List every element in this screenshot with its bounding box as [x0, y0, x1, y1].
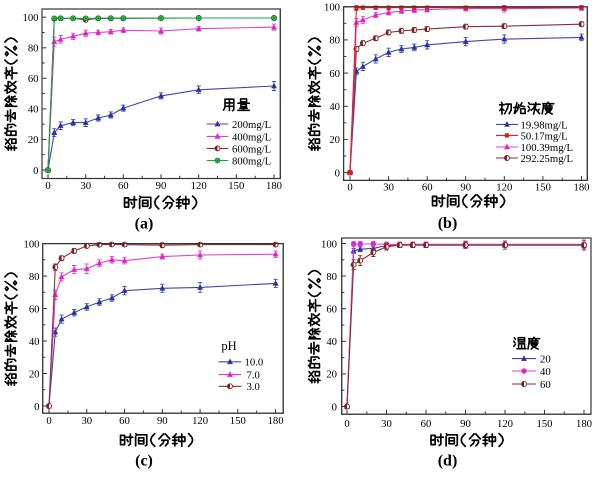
svg-text:100: 100: [22, 12, 38, 24]
svg-text:0: 0: [335, 167, 340, 179]
svg-text:19.98mg/L: 19.98mg/L: [521, 119, 568, 131]
svg-text:80: 80: [28, 43, 39, 55]
svg-text:150: 150: [228, 180, 244, 192]
svg-text:0: 0: [33, 165, 38, 177]
svg-text:(d): (d): [438, 452, 458, 469]
svg-text:100: 100: [321, 238, 337, 250]
svg-text:(c): (c): [135, 452, 153, 469]
svg-text:50.17mg/L: 50.17mg/L: [521, 130, 568, 142]
svg-text:80: 80: [326, 271, 337, 283]
svg-text:20: 20: [329, 134, 340, 146]
svg-text:20: 20: [540, 354, 551, 366]
svg-text:150: 150: [535, 182, 551, 194]
svg-text:10.0: 10.0: [245, 357, 264, 369]
svg-text:20: 20: [29, 368, 40, 380]
svg-text:120: 120: [497, 418, 513, 430]
svg-text:180: 180: [576, 418, 592, 430]
svg-text:60: 60: [28, 73, 39, 85]
svg-text:20: 20: [326, 369, 337, 381]
svg-text:40: 40: [540, 366, 551, 378]
svg-text:30: 30: [80, 180, 91, 192]
svg-text:80: 80: [29, 271, 40, 283]
svg-text:3.0: 3.0: [247, 381, 260, 393]
svg-text:60: 60: [421, 418, 432, 430]
svg-text:150: 150: [230, 415, 246, 427]
svg-text:60: 60: [119, 415, 130, 427]
svg-text:0: 0: [347, 182, 352, 194]
svg-text:80: 80: [329, 35, 340, 47]
svg-text:100: 100: [23, 238, 39, 250]
svg-text:60: 60: [326, 304, 337, 316]
svg-text:0: 0: [344, 418, 349, 430]
svg-text:292.25mg/L: 292.25mg/L: [521, 153, 574, 165]
svg-text:20: 20: [28, 134, 39, 146]
svg-text:30: 30: [81, 415, 92, 427]
svg-text:120: 120: [496, 182, 512, 194]
svg-text:60: 60: [29, 303, 40, 315]
svg-text:800mg/L: 800mg/L: [232, 155, 271, 167]
svg-text:40: 40: [28, 104, 39, 116]
svg-text:60: 60: [329, 68, 340, 80]
svg-text:600mg/L: 600mg/L: [232, 143, 271, 155]
svg-text:40: 40: [329, 101, 340, 113]
svg-text:0: 0: [45, 180, 50, 192]
svg-text:30: 30: [383, 182, 394, 194]
svg-text:90: 90: [157, 415, 168, 427]
svg-text:pH: pH: [221, 339, 236, 353]
svg-text:200mg/L: 200mg/L: [232, 119, 271, 131]
svg-text:90: 90: [156, 180, 167, 192]
svg-text:180: 180: [573, 182, 589, 194]
svg-text:60: 60: [422, 182, 433, 194]
svg-text:90: 90: [460, 182, 471, 194]
svg-text:150: 150: [536, 418, 552, 430]
svg-text:100.39mg/L: 100.39mg/L: [521, 142, 574, 154]
svg-text:40: 40: [326, 336, 337, 348]
svg-text:40: 40: [29, 336, 40, 348]
svg-text:400mg/L: 400mg/L: [232, 131, 271, 143]
svg-text:120: 120: [192, 415, 208, 427]
svg-text:(b): (b): [438, 215, 458, 232]
svg-text:180: 180: [266, 180, 282, 192]
svg-text:60: 60: [118, 180, 129, 192]
svg-text:0: 0: [332, 401, 337, 413]
svg-text:0: 0: [46, 415, 51, 427]
svg-text:30: 30: [381, 418, 392, 430]
svg-text:0: 0: [34, 401, 39, 413]
svg-text:100: 100: [324, 2, 340, 14]
svg-text:7.0: 7.0: [247, 370, 260, 382]
svg-text:90: 90: [460, 418, 471, 430]
svg-text:60: 60: [540, 379, 551, 391]
svg-text:120: 120: [191, 180, 207, 192]
svg-text:(a): (a): [135, 215, 154, 232]
svg-text:180: 180: [268, 415, 284, 427]
